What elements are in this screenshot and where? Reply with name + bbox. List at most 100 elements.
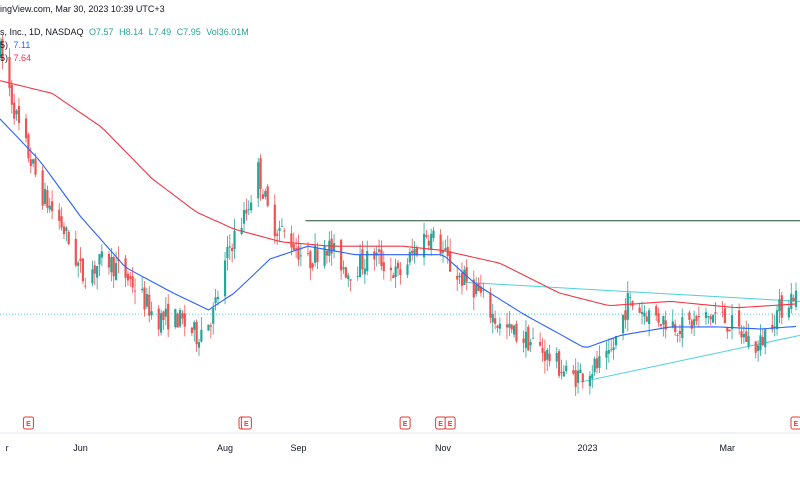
candle <box>730 303 734 340</box>
candle <box>726 327 729 339</box>
candle <box>441 240 445 263</box>
candle <box>764 328 767 355</box>
earnings-label: E <box>794 421 799 428</box>
candle <box>742 325 745 344</box>
candle <box>292 232 295 251</box>
candle <box>297 234 300 267</box>
time-axis-label: Aug <box>217 443 233 453</box>
candle <box>167 294 170 338</box>
candle-body <box>361 249 364 270</box>
time-axis-label: 2023 <box>578 443 598 453</box>
candle-body <box>259 158 262 189</box>
candle-body <box>389 267 392 271</box>
candle <box>77 260 80 278</box>
candle-body <box>24 118 28 139</box>
candle <box>145 287 148 310</box>
candle-body <box>543 351 546 361</box>
candle-body <box>648 310 651 325</box>
candle-body <box>250 202 253 211</box>
candle <box>496 324 499 333</box>
candle-body <box>332 243 336 251</box>
candle-body <box>264 191 267 197</box>
candle-body <box>572 370 575 374</box>
earnings-marker[interactable]: E <box>399 416 411 430</box>
time-axis-label: Mar <box>720 443 736 453</box>
candle <box>226 236 229 271</box>
candle-body <box>148 294 151 316</box>
candle-body <box>709 316 712 320</box>
candle-body <box>771 324 774 330</box>
candle <box>761 328 764 347</box>
ma-fast-legend[interactable]: 5) 7.11 <box>0 40 33 50</box>
candle <box>340 239 343 280</box>
candle <box>593 356 596 376</box>
candle-body <box>697 316 700 318</box>
earnings-marker[interactable]: E <box>22 416 34 430</box>
candle <box>96 265 99 290</box>
candle <box>787 300 790 321</box>
candle-body <box>311 263 314 268</box>
candle-body <box>640 311 644 314</box>
candle-body <box>659 323 663 326</box>
candle-body <box>408 251 411 263</box>
candle <box>148 286 151 323</box>
candle <box>325 249 329 264</box>
earnings-marker[interactable]: E <box>790 416 800 430</box>
candle-body <box>283 230 286 232</box>
candle-body <box>233 230 236 249</box>
candle-body <box>522 338 525 343</box>
ma-fast-value: 7.11 <box>13 40 31 50</box>
candle <box>413 241 416 264</box>
candle-body <box>8 57 11 89</box>
candle <box>81 258 85 285</box>
candle-body <box>415 248 419 256</box>
open-value: O7.57 <box>89 27 114 37</box>
candle-body <box>316 248 319 263</box>
candle <box>380 240 383 271</box>
candle <box>631 300 634 311</box>
candle <box>638 302 641 313</box>
time-axis: r Jun Aug Sep Nov 2023 Mar <box>6 443 735 453</box>
earnings-badge <box>399 416 411 430</box>
candle <box>392 272 395 279</box>
candle <box>449 238 452 273</box>
candle-body <box>212 307 215 324</box>
candle <box>408 248 411 266</box>
candle-body <box>591 374 594 379</box>
candle <box>27 132 30 163</box>
candle-body <box>77 262 80 266</box>
candle <box>494 310 497 330</box>
candle-body <box>427 240 430 246</box>
candle-body <box>780 295 783 318</box>
candle-body <box>792 297 795 302</box>
candle <box>664 311 667 339</box>
candle <box>74 230 77 268</box>
candle-body <box>664 320 667 330</box>
candle <box>773 315 776 337</box>
candle <box>159 309 163 336</box>
candle-body <box>508 323 511 328</box>
candle <box>190 326 193 336</box>
candle-body <box>27 134 30 159</box>
earnings-badge <box>240 416 252 430</box>
candle-body <box>178 310 182 327</box>
candle <box>245 198 248 221</box>
candle-body <box>193 322 196 330</box>
candle <box>515 320 518 344</box>
candle-body <box>200 329 203 342</box>
candle-body <box>726 327 729 332</box>
earnings-marker[interactable]: E <box>240 416 252 430</box>
candle <box>579 363 582 374</box>
header-source: ingView.com, Mar 30, 2023 10:39 UTC+3 <box>0 4 168 14</box>
candle <box>522 330 525 353</box>
candle-body <box>458 275 461 278</box>
earnings-marker[interactable]: E <box>444 416 456 430</box>
earnings-badge <box>444 416 456 430</box>
earnings-marker[interactable]: E <box>435 416 447 430</box>
ma-slow-legend[interactable]: 5) 7.64 <box>0 53 34 63</box>
candle <box>512 324 516 338</box>
candle <box>65 226 68 242</box>
candle-body <box>714 312 717 314</box>
candle-body <box>133 290 137 292</box>
